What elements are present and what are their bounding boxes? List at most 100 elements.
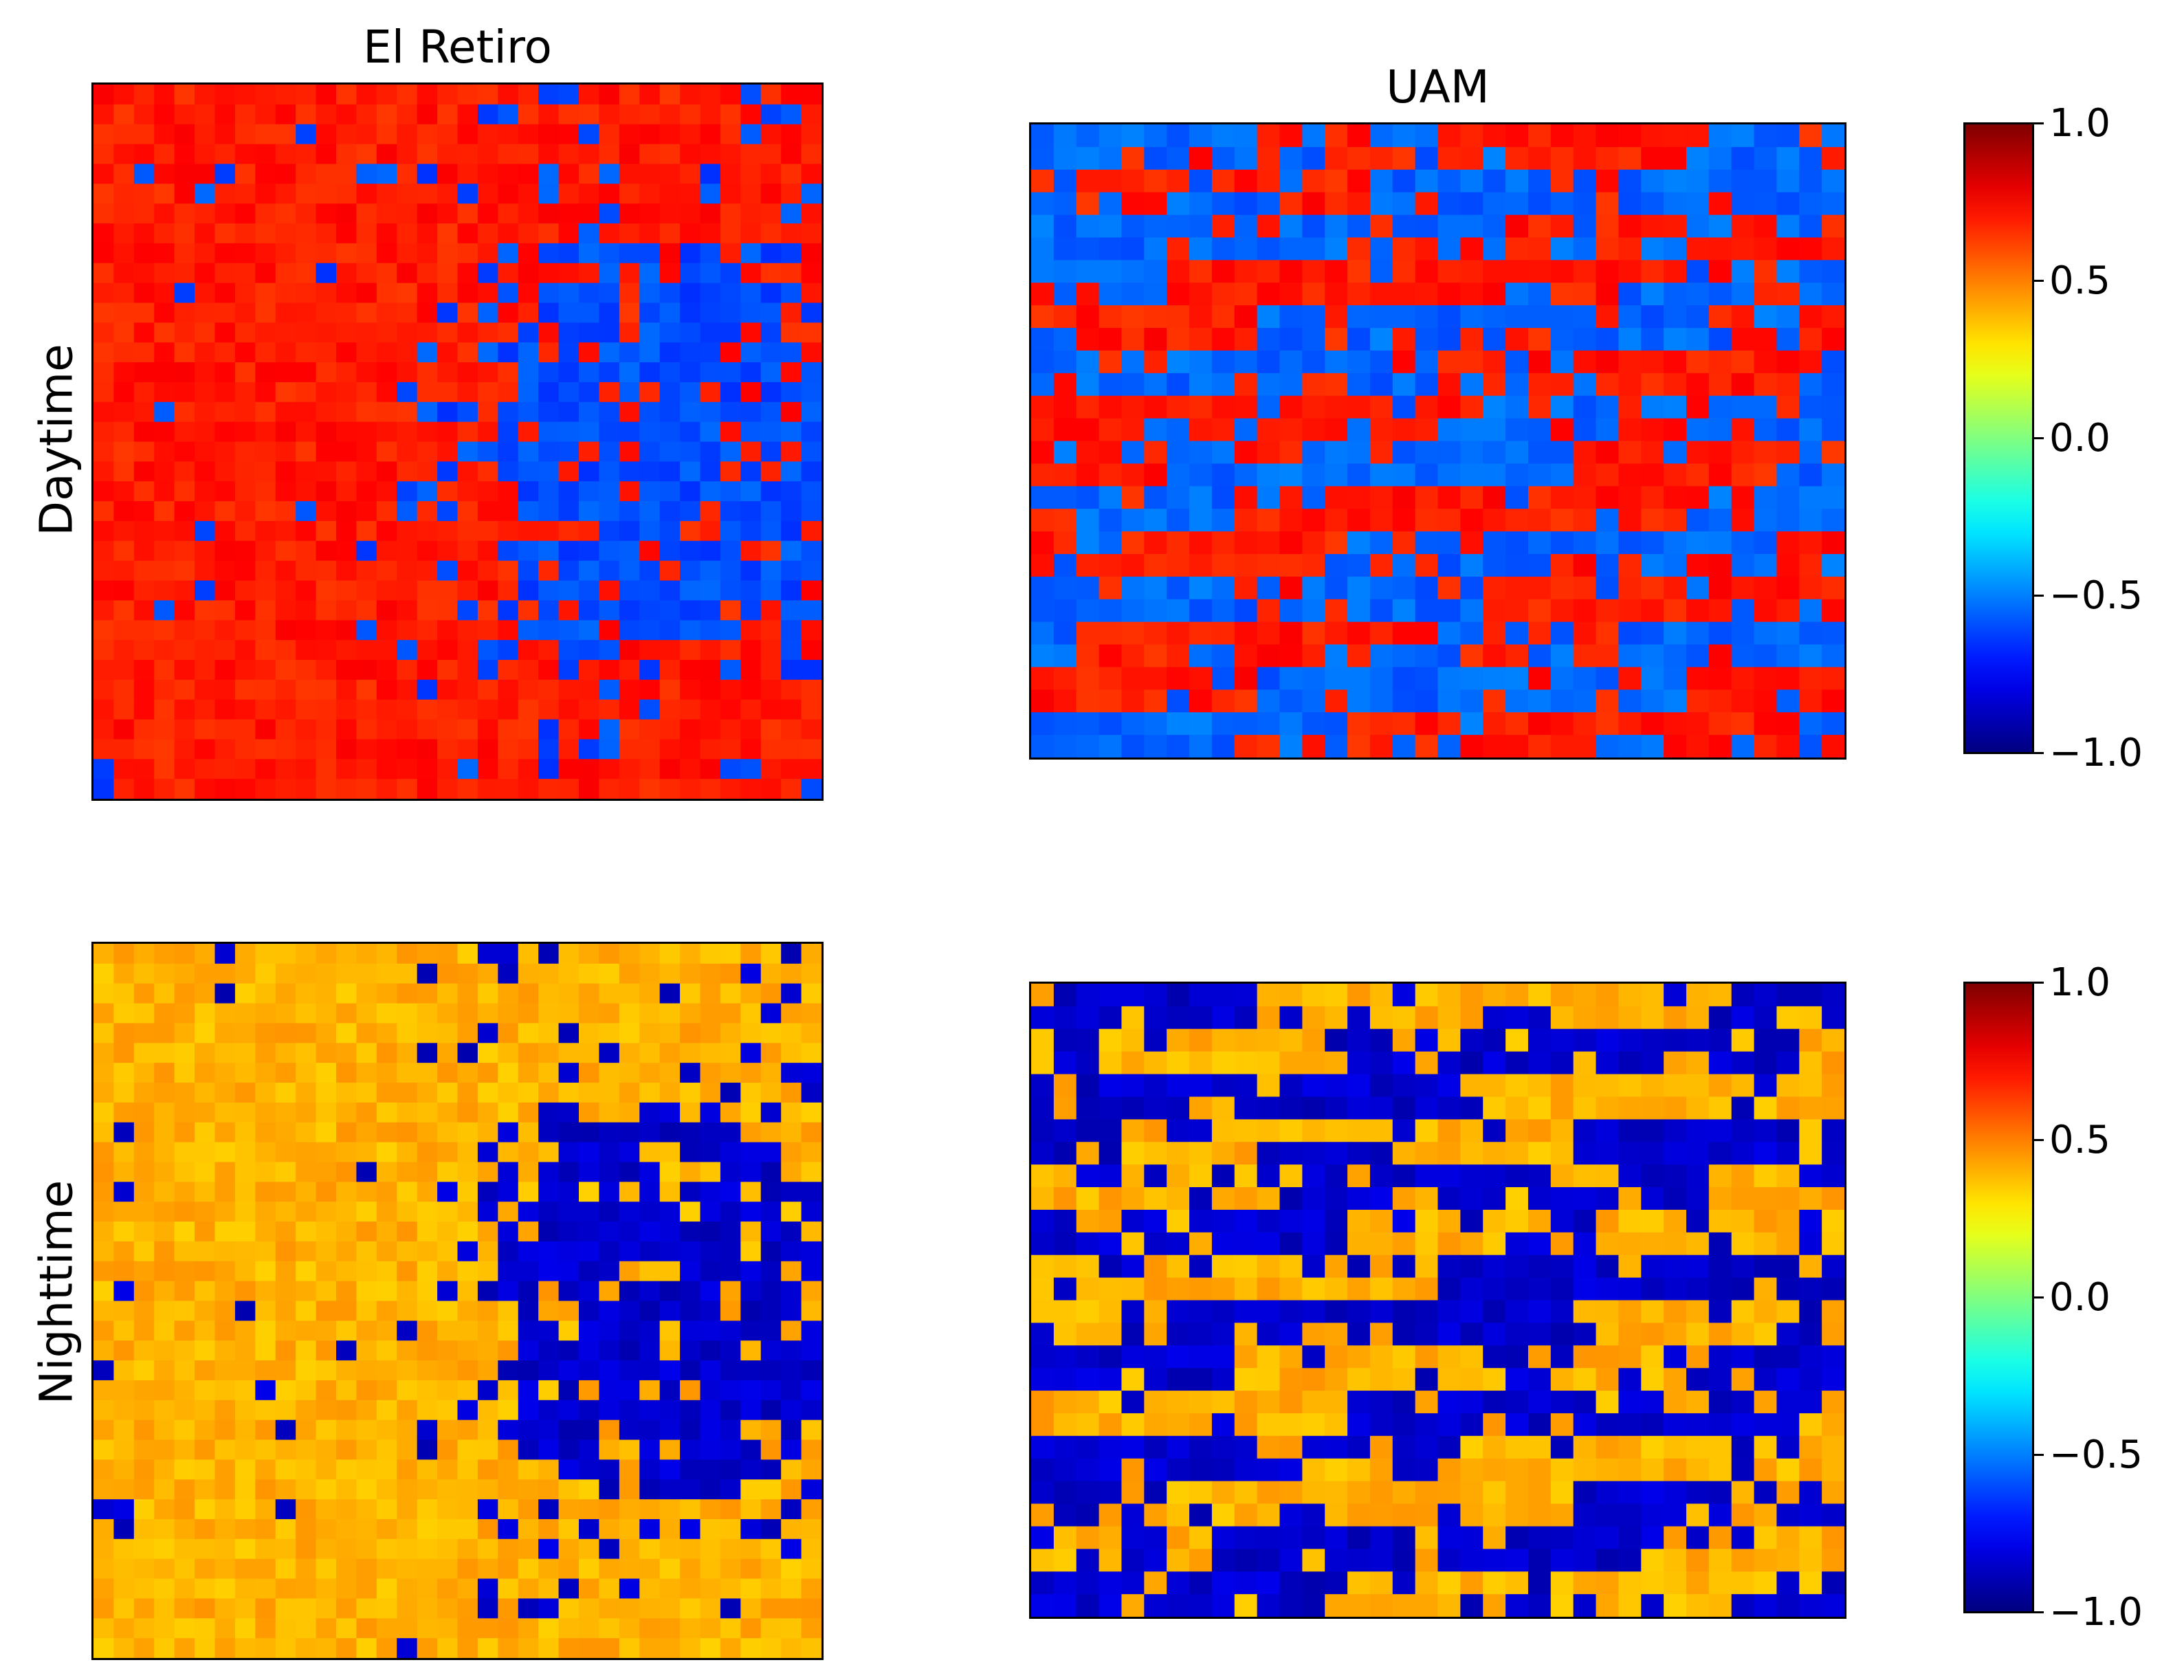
heatmap-cell (1369, 1391, 1393, 1414)
colorbar-tick (2034, 1611, 2044, 1613)
heatmap-cell (599, 263, 620, 284)
heatmap-cell (1460, 350, 1483, 374)
heatmap-cell (1121, 441, 1145, 465)
heatmap-cell (457, 1142, 478, 1163)
heatmap-cell (1347, 531, 1371, 555)
heatmap-cell (1550, 1571, 1574, 1595)
heatmap-cell (1527, 305, 1552, 329)
heatmap-cell (1437, 1323, 1461, 1346)
heatmap-cell (255, 362, 276, 383)
heatmap-cell (376, 679, 397, 700)
heatmap-cell (518, 944, 539, 964)
heatmap-cell (93, 322, 115, 343)
heatmap-cell (1822, 237, 1844, 261)
heatmap-cell (700, 1419, 721, 1441)
heatmap-cell (558, 779, 580, 799)
heatmap-cell (1799, 1187, 1822, 1211)
heatmap-cell (538, 223, 560, 244)
heatmap-cell (477, 1538, 498, 1560)
heatmap-cell (477, 640, 498, 661)
heatmap-cell (1641, 712, 1664, 736)
heatmap-cell (1708, 599, 1732, 623)
heatmap-cell (1664, 1503, 1687, 1527)
heatmap-cell (720, 362, 741, 383)
heatmap-cell (579, 1638, 600, 1658)
heatmap-cell (1302, 509, 1325, 532)
heatmap-cell (1505, 1074, 1529, 1098)
heatmap-cell (781, 441, 802, 462)
heatmap-cell (397, 1182, 418, 1202)
heatmap-cell (1347, 712, 1371, 736)
heatmap-cell (1573, 1323, 1597, 1346)
heatmap-cell (93, 1638, 115, 1658)
heatmap-cell (336, 640, 357, 661)
heatmap-cell (1686, 984, 1710, 1007)
heatmap-cell (1776, 1187, 1800, 1211)
heatmap-cell (1822, 984, 1844, 1007)
heatmap-cell (639, 1043, 661, 1063)
heatmap-cell (659, 401, 681, 423)
heatmap-cell (1527, 735, 1552, 758)
heatmap-cell (356, 203, 377, 224)
heatmap-cell (1076, 1594, 1100, 1617)
heatmap-cell (1121, 418, 1145, 442)
heatmap-cell (1641, 1232, 1664, 1256)
heatmap-cell (1618, 441, 1642, 465)
heatmap-cell (376, 1281, 397, 1302)
heatmap-cell (1596, 1526, 1620, 1549)
heatmap-cell (518, 104, 539, 125)
heatmap-cell (1573, 1435, 1597, 1459)
heatmap-cell (680, 1023, 701, 1043)
heatmap-cell (1437, 553, 1461, 577)
heatmap-cell (255, 1538, 276, 1560)
heatmap-cell (93, 1479, 115, 1500)
heatmap-cell (437, 1063, 459, 1083)
heatmap-cell (1347, 373, 1371, 397)
heatmap-cell (659, 1598, 681, 1619)
heatmap-cell (1144, 395, 1167, 419)
heatmap-cell (680, 382, 701, 403)
heatmap-cell (195, 184, 216, 204)
heatmap-cell (1641, 146, 1664, 170)
heatmap-cell (639, 1162, 661, 1182)
heatmap-cell (356, 1479, 377, 1500)
heatmap-cell (1776, 712, 1800, 736)
heatmap-cell (1641, 1435, 1664, 1459)
heatmap-cell (1483, 531, 1506, 555)
heatmap-cell (1573, 1481, 1597, 1505)
heatmap-cell (1799, 192, 1822, 216)
heatmap-cell (680, 580, 701, 601)
heatmap-cell (1731, 621, 1755, 645)
heatmap-cell (1573, 1458, 1597, 1482)
heatmap-cell (437, 1222, 459, 1242)
heatmap-cell (1618, 1594, 1642, 1617)
heatmap-cell (619, 1439, 640, 1460)
heatmap-cell (234, 1578, 256, 1599)
heatmap-cell (1099, 1209, 1123, 1233)
heatmap-cell (437, 1162, 459, 1182)
heatmap-cell (457, 501, 478, 522)
heatmap-cell (558, 963, 580, 984)
heatmap-cell (700, 1003, 721, 1024)
heatmap-cell (1550, 305, 1574, 329)
heatmap-cell (1121, 1323, 1145, 1346)
heatmap-cell (296, 1281, 317, 1302)
heatmap-cell (275, 421, 296, 443)
heatmap-cell (1325, 1074, 1348, 1098)
heatmap-cell (133, 620, 155, 641)
heatmap-cell (195, 699, 216, 720)
heatmap-cell (1483, 1549, 1506, 1572)
heatmap-cell (437, 164, 459, 184)
heatmap-cell (397, 1281, 418, 1302)
heatmap-cell (234, 1142, 256, 1163)
heatmap-cell (1754, 1209, 1778, 1233)
heatmap-cell (457, 779, 478, 799)
heatmap-cell (1392, 1458, 1416, 1482)
heatmap-cell (579, 1301, 600, 1321)
heatmap-cell (619, 164, 640, 184)
heatmap-cell (518, 1578, 539, 1599)
heatmap-cell (1460, 1435, 1483, 1459)
heatmap-cell (1799, 1142, 1822, 1165)
heatmap-cell (1799, 1345, 1822, 1369)
heatmap-cell (659, 124, 681, 145)
